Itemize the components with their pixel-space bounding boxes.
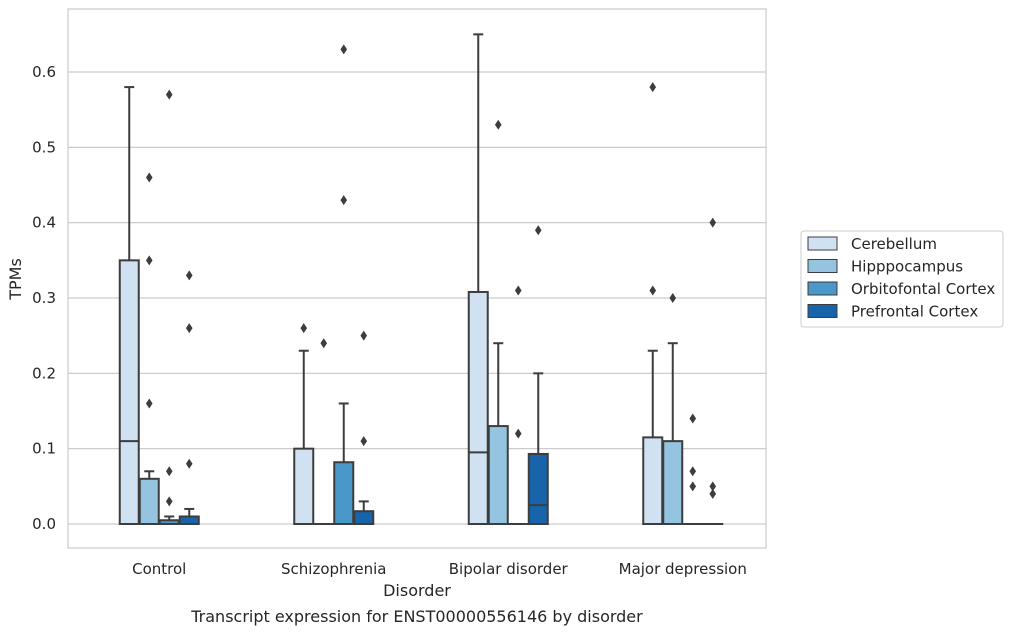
- outlier-point: [689, 466, 697, 477]
- box-body: [118, 259, 140, 525]
- legend-label: Hipppocampus: [851, 258, 963, 276]
- y-tick-label: 0.1: [32, 440, 56, 458]
- outlier-point: [145, 172, 153, 183]
- outlier-point: [649, 285, 657, 296]
- box-orbitofontal-cortex: [333, 44, 355, 525]
- box-body: [293, 447, 315, 526]
- box-cerebellum: [118, 86, 140, 525]
- box-orbitofontal-cortex: [158, 89, 180, 526]
- x-tick-label: Bipolar disorder: [449, 560, 569, 578]
- legend-swatch: [807, 281, 838, 296]
- outlier-point: [145, 255, 153, 266]
- box-hipppocampus: [487, 119, 509, 526]
- outlier-point: [300, 323, 308, 334]
- outlier-point: [185, 458, 193, 469]
- box-body: [642, 436, 664, 526]
- outlier-point: [165, 466, 173, 477]
- box-body: [487, 425, 509, 526]
- box-prefrontal-cortex: [178, 270, 200, 525]
- outlier-point: [320, 338, 328, 349]
- box-body: [138, 477, 160, 525]
- y-tick-label: 0.0: [32, 515, 56, 533]
- y-tick-label: 0.5: [32, 138, 56, 156]
- outlier-point: [165, 89, 173, 100]
- x-axis-title: Disorder: [383, 581, 451, 600]
- box-prefrontal-cortex: [702, 217, 724, 526]
- y-tick-label: 0.3: [32, 289, 56, 307]
- box-hipppocampus: [138, 172, 160, 525]
- outlier-point: [494, 119, 502, 130]
- outlier-point: [709, 481, 717, 492]
- chart-caption: Transcript expression for ENST0000055614…: [190, 607, 643, 626]
- box-body: [527, 452, 549, 526]
- legend-label: Prefrontal Cortex: [851, 303, 978, 321]
- outlier-point: [514, 428, 522, 439]
- legend-swatch: [807, 259, 838, 273]
- outlier-point: [340, 195, 348, 206]
- outlier-point: [689, 413, 697, 424]
- y-gridlines: [68, 71, 766, 525]
- legend-swatch: [807, 236, 838, 251]
- box-body: [467, 290, 489, 526]
- box-body: [353, 510, 375, 526]
- outlier-point: [669, 293, 677, 304]
- y-tick-label: 0.6: [32, 63, 56, 81]
- box-hipppocampus: [313, 338, 335, 526]
- outlier-point: [165, 496, 173, 507]
- outlier-point: [340, 44, 348, 55]
- y-tick-label: 0.4: [32, 214, 56, 232]
- plot-frame: [67, 8, 767, 549]
- outlier-point: [709, 217, 717, 228]
- outlier-point: [185, 323, 193, 334]
- box-cerebellum: [293, 323, 315, 526]
- x-tick-labels: Control Schizophrenia Bipolar disorder Majo…: [132, 560, 747, 578]
- legend-swatch: [807, 304, 838, 318]
- box-cerebellum: [642, 82, 664, 526]
- plot-marks: [118, 33, 724, 526]
- x-tick-label: Major depression: [619, 560, 747, 578]
- outlier-point: [514, 285, 522, 296]
- y-tick-label: 0.2: [32, 364, 56, 382]
- box-prefrontal-cortex: [353, 330, 375, 526]
- legend-frame: [800, 230, 1004, 328]
- outlier-point: [360, 330, 368, 341]
- box-hipppocampus: [662, 293, 684, 525]
- y-tick-labels: 0.0 0.1 0.2 0.3 0.4 0.5 0.6: [32, 63, 56, 533]
- box-orbitofontal-cortex: [682, 413, 704, 526]
- outlier-point: [360, 436, 368, 447]
- outlier-point: [689, 481, 697, 492]
- outlier-point: [534, 225, 542, 236]
- box-body: [662, 440, 684, 525]
- legend-label: Orbitofontal Cortex: [851, 280, 995, 298]
- box-orbitofontal-cortex: [507, 285, 529, 526]
- box-body: [178, 515, 200, 525]
- legend-label: Cerebellum: [851, 235, 937, 253]
- outlier-point: [649, 82, 657, 93]
- box-prefrontal-cortex: [527, 225, 549, 526]
- outlier-point: [145, 398, 153, 409]
- x-tick-label: Control: [132, 560, 186, 578]
- legend: Cerebellum Hipppocampus Orbitofontal Corte…: [800, 230, 1004, 328]
- outlier-point: [185, 270, 193, 281]
- outlier-point: [709, 488, 717, 499]
- box-body: [333, 461, 355, 525]
- box-cerebellum: [467, 33, 489, 526]
- y-axis-title: TPMs: [6, 258, 25, 301]
- x-tick-label: Schizophrenia: [281, 560, 386, 578]
